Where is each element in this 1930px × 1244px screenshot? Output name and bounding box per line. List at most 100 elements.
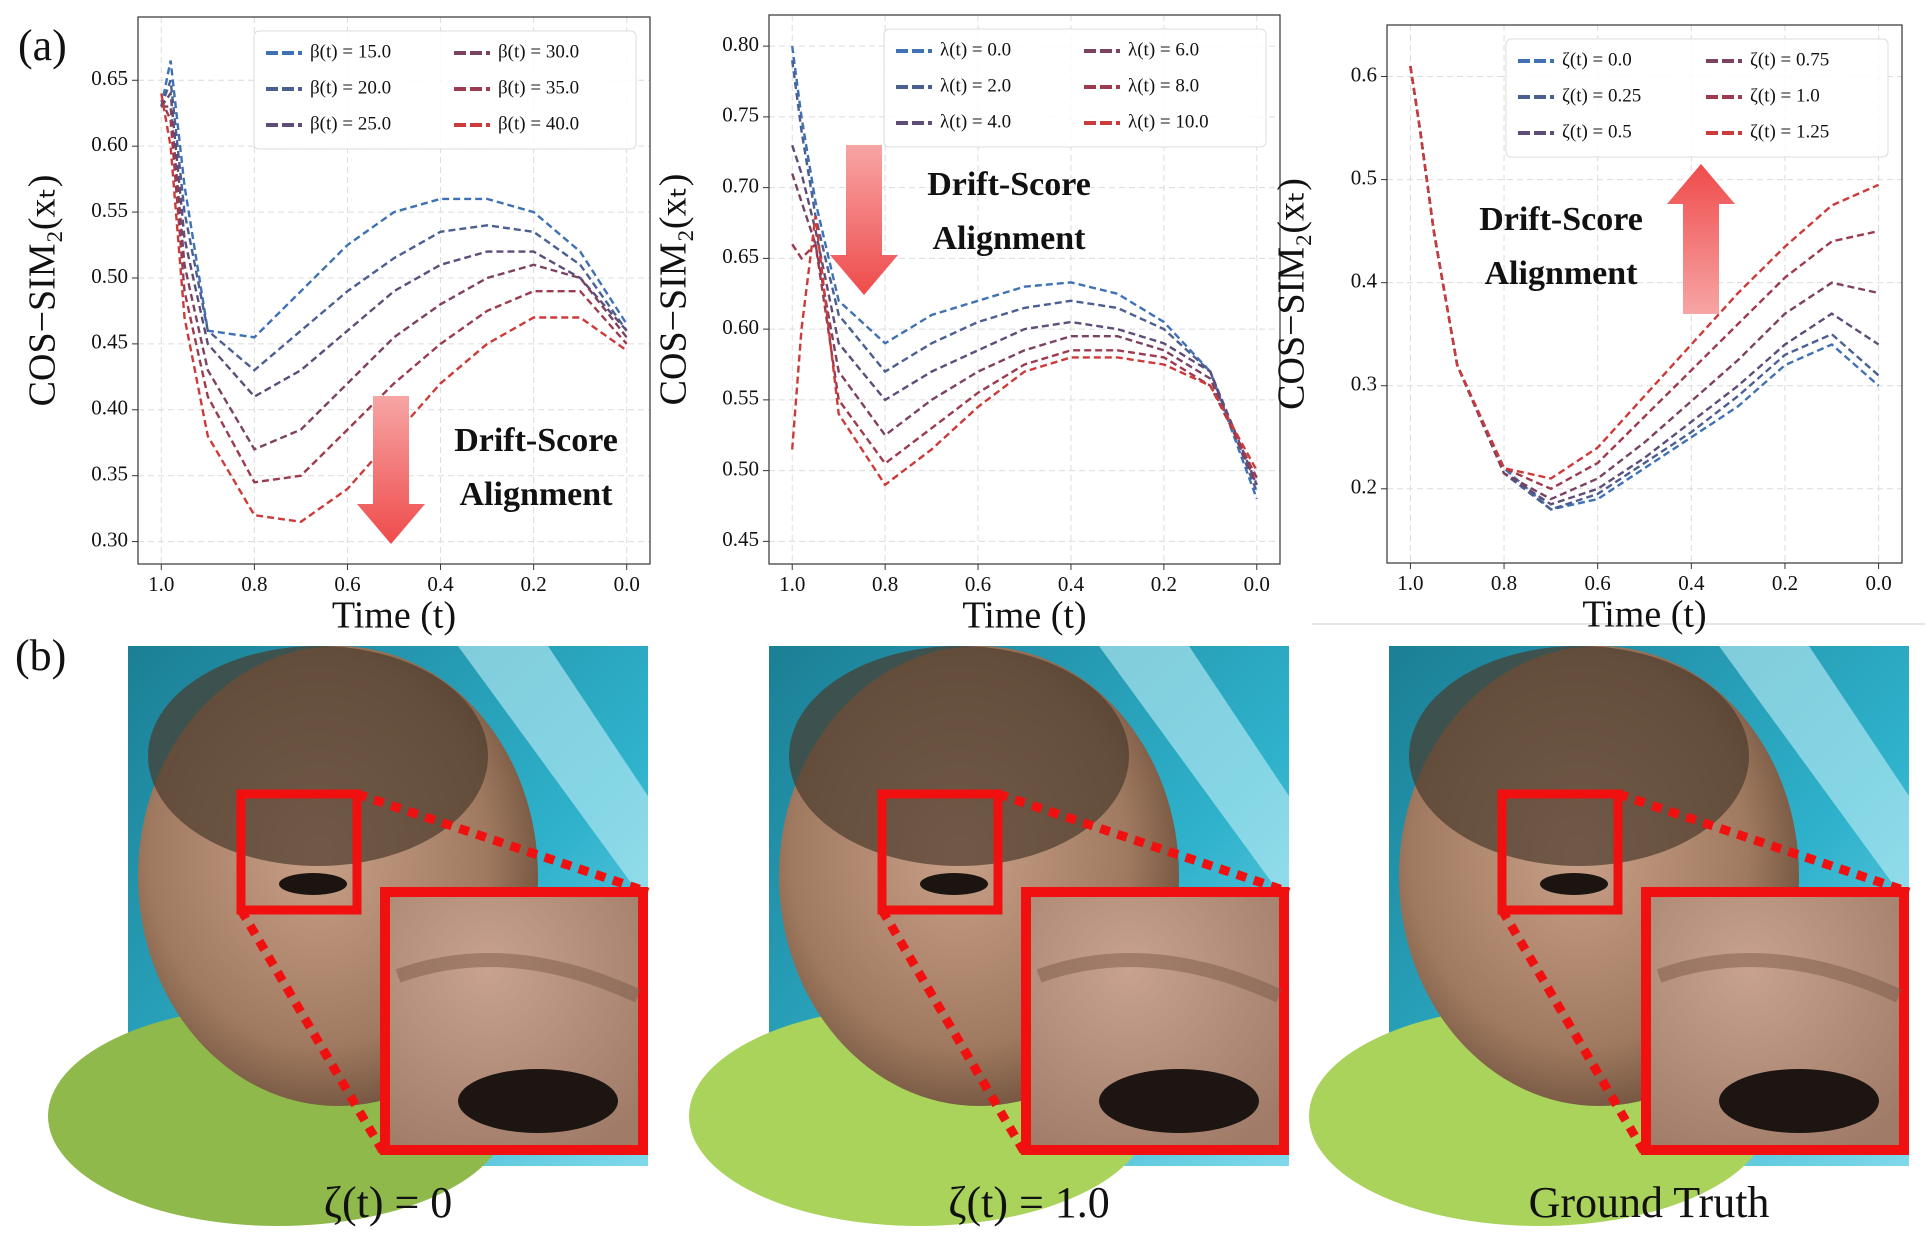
photo-eye xyxy=(279,873,347,895)
series-line xyxy=(160,60,628,339)
y-tick-label: 0.50 xyxy=(91,264,128,288)
image-panel: ζ(t) = 0 xyxy=(48,646,650,1227)
photo-hair xyxy=(148,646,488,866)
legend-label: ζ(t) = 0.5 xyxy=(1562,121,1632,142)
zoom-source xyxy=(1497,789,1623,915)
zoom-eye xyxy=(1099,1069,1259,1133)
series-line xyxy=(791,144,1258,486)
image-panel: ζ(t) = 1.0 xyxy=(689,646,1291,1227)
photo-highlight xyxy=(1719,646,1909,906)
x-tick-label: 1.0 xyxy=(1397,571,1423,595)
legend-label: β(t) = 20.0 xyxy=(310,77,391,98)
annotation: Drift-Score xyxy=(454,422,618,459)
y-tick-label: 0.55 xyxy=(91,198,128,222)
chart: 0.2 0.3 0.4 0.5 0.6 1.0 0.8 0.6 0.4 0.2 0.0 ζ(t) = … xyxy=(1271,24,1903,636)
x-tick-label: 0.2 xyxy=(1772,571,1798,595)
zoom-source xyxy=(236,789,362,915)
x-tick-label: 0.8 xyxy=(241,572,267,596)
zoom-connector xyxy=(237,907,389,1158)
legend-label: ζ(t) = 0.0 xyxy=(1562,49,1632,70)
y-axis-label: COS−SIM₂(xₜ) xyxy=(22,175,64,407)
legend-label: λ(t) = 0.0 xyxy=(940,39,1011,60)
image-panel: Ground Truth xyxy=(1309,646,1911,1227)
photo-highlight xyxy=(1099,646,1289,906)
zoom-brow xyxy=(1036,953,1282,1003)
x-tick-label: 0.0 xyxy=(1244,572,1270,596)
panel-label: (a) xyxy=(18,21,67,70)
legend-box xyxy=(253,30,637,150)
x-axis-label: Time (t) xyxy=(962,595,1086,637)
series-line xyxy=(1409,66,1880,480)
image-caption: ζ(t) = 1.0 xyxy=(948,1178,1110,1227)
series-line xyxy=(160,90,628,399)
zoom-connector xyxy=(1498,907,1650,1158)
zoom-connector xyxy=(1616,789,1911,897)
image-caption: ζ(t) = 0 xyxy=(324,1178,453,1227)
zoom-connector xyxy=(355,789,650,897)
y-tick-label: 0.55 xyxy=(722,386,759,410)
y-tick-label: 0.60 xyxy=(91,132,128,156)
x-tick-label: 1.0 xyxy=(779,572,805,596)
annotation: Alignment xyxy=(933,220,1087,257)
x-tick-label: 0.4 xyxy=(1058,572,1085,596)
legend-label: λ(t) = 10.0 xyxy=(1128,111,1209,132)
zoom-brow xyxy=(395,953,641,1003)
y-tick-label: 0.60 xyxy=(722,315,759,339)
y-tick-label: 0.4 xyxy=(1351,268,1378,292)
y-tick-label: 0.30 xyxy=(91,527,128,551)
legend-label: λ(t) = 2.0 xyxy=(940,75,1011,96)
series-line xyxy=(791,241,1258,479)
legend-label: β(t) = 30.0 xyxy=(498,41,579,62)
legend-label: β(t) = 25.0 xyxy=(310,113,391,134)
y-tick-label: 0.65 xyxy=(91,66,128,90)
y-tick-label: 0.40 xyxy=(91,396,128,420)
zoom-connector xyxy=(996,789,1291,897)
series-line xyxy=(160,99,628,484)
y-tick-label: 0.45 xyxy=(91,330,128,354)
chart: 0.30 0.35 0.40 0.45 0.50 0.55 0.60 0.65 1.0 0.8 0.… xyxy=(22,16,651,637)
y-tick-label: 0.3 xyxy=(1351,372,1377,396)
legend-label: ζ(t) = 1.0 xyxy=(1750,85,1820,106)
x-tick-label: 0.2 xyxy=(521,572,547,596)
x-tick-label: 0.4 xyxy=(1678,571,1705,595)
x-tick-label: 0.0 xyxy=(614,572,640,596)
photo-hair xyxy=(789,646,1129,866)
legend-box xyxy=(883,28,1267,148)
x-tick-label: 1.0 xyxy=(148,572,174,596)
legend-label: β(t) = 15.0 xyxy=(310,41,391,62)
annotation: Drift-Score xyxy=(927,166,1091,203)
y-tick-label: 0.2 xyxy=(1351,475,1377,499)
annotation: Drift-Score xyxy=(1479,201,1643,238)
series-line xyxy=(161,105,628,451)
zoom-source xyxy=(877,789,1003,915)
y-tick-label: 0.80 xyxy=(722,32,759,56)
legend-label: ζ(t) = 1.25 xyxy=(1750,121,1829,142)
annotation: Alignment xyxy=(1485,255,1639,292)
x-tick-label: 0.6 xyxy=(1585,571,1611,595)
image-caption: Ground Truth xyxy=(1529,1178,1770,1227)
series-line xyxy=(791,215,1258,487)
y-tick-label: 0.45 xyxy=(722,527,759,551)
legend-label: λ(t) = 6.0 xyxy=(1128,39,1199,60)
legend-label: ζ(t) = 0.25 xyxy=(1562,85,1641,106)
legend-label: λ(t) = 4.0 xyxy=(940,111,1011,132)
annotation-arrow xyxy=(357,396,425,544)
series-line xyxy=(160,93,628,524)
chart: 0.45 0.50 0.55 0.60 0.65 0.70 0.75 0.80 1.0 0.8 0.… xyxy=(653,14,1281,637)
x-tick-label: 0.0 xyxy=(1865,571,1891,595)
x-axis-label: Time (t) xyxy=(332,595,456,637)
x-tick-label: 0.6 xyxy=(965,572,991,596)
plot-frame xyxy=(1386,24,1903,564)
x-tick-label: 0.8 xyxy=(1491,571,1517,595)
y-axis-label: COS−SIM₂(xₜ) xyxy=(1271,178,1313,410)
y-tick-label: 0.65 xyxy=(722,244,759,268)
annotation: Alignment xyxy=(460,476,614,513)
y-tick-label: 0.6 xyxy=(1351,62,1377,86)
series-line xyxy=(160,79,628,372)
annotation-arrow xyxy=(1667,164,1735,314)
legend-label: ζ(t) = 0.75 xyxy=(1750,49,1829,70)
photo-highlight xyxy=(458,646,648,906)
zoom-eye xyxy=(458,1069,618,1133)
